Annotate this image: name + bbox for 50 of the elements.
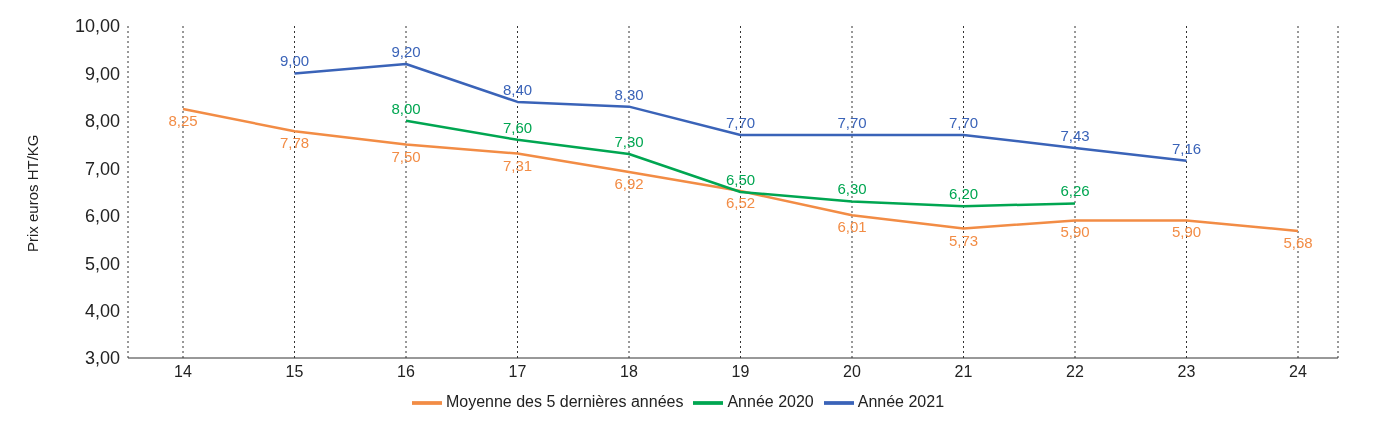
data-label: 7,43	[1060, 126, 1090, 144]
data-label: 9,20	[391, 42, 421, 60]
data-label: 5,68	[1283, 233, 1313, 251]
data-label: 7,70	[948, 114, 979, 132]
data-label: 7,30	[614, 133, 644, 151]
data-label: 5,73	[948, 231, 979, 249]
x-tick-label: 15	[285, 363, 304, 381]
y-tick-label: 10,00	[74, 16, 120, 37]
y-tick-label: 8,00	[84, 111, 120, 132]
data-label: 6,26	[1060, 182, 1090, 200]
x-tick-label: 14	[174, 363, 192, 381]
data-label: 5,90	[1060, 223, 1090, 241]
x-tick-label: 24	[1289, 363, 1307, 381]
y-axis-title: Prix euros HT/KG	[24, 134, 42, 252]
data-label: 7,60	[502, 118, 533, 136]
data-label: 6,30	[837, 180, 867, 198]
data-label: 8,00	[391, 99, 421, 117]
x-tick-label: 20	[843, 363, 861, 381]
data-label: 7,70	[725, 114, 756, 132]
data-label: 6,52	[725, 194, 756, 212]
data-label: 6,92	[614, 175, 644, 193]
y-tick-label: 3,00	[84, 348, 120, 369]
data-label: 8,30	[614, 85, 644, 103]
data-label: 6,20	[948, 185, 979, 203]
data-label: 7,16	[1171, 139, 1202, 157]
x-tick-label: 17	[508, 363, 527, 381]
legend-label: Moyenne des 5 dernières années	[445, 393, 684, 411]
data-label: 6,01	[837, 218, 867, 236]
data-label: 7,78	[279, 134, 310, 152]
data-label: 7,31	[502, 156, 533, 174]
data-label: 7,50	[391, 147, 421, 165]
data-label: 8,40	[502, 80, 533, 98]
legend-label: Année 2021	[857, 393, 945, 411]
data-label: 8,25	[168, 112, 198, 129]
x-tick-label: 16	[397, 363, 415, 381]
data-label: 7,70	[837, 114, 867, 132]
y-tick-label: 4,00	[84, 300, 120, 321]
x-tick-label: 22	[1066, 363, 1084, 381]
y-tick-label: 5,00	[84, 253, 120, 274]
legend-label: Année 2020	[727, 393, 814, 411]
x-tick-label: 23	[1177, 363, 1196, 381]
y-tick-label: 6,00	[84, 206, 120, 227]
y-tick-label: 7,00	[84, 158, 120, 179]
x-tick-label: 18	[620, 363, 638, 381]
data-label: 9,00	[279, 52, 310, 70]
x-tick-label: 19	[731, 363, 750, 381]
y-tick-label: 9,00	[84, 63, 120, 84]
x-tick-label: 21	[954, 363, 973, 381]
data-label: 6,50	[725, 171, 756, 188]
data-label: 5,90	[1171, 223, 1202, 241]
